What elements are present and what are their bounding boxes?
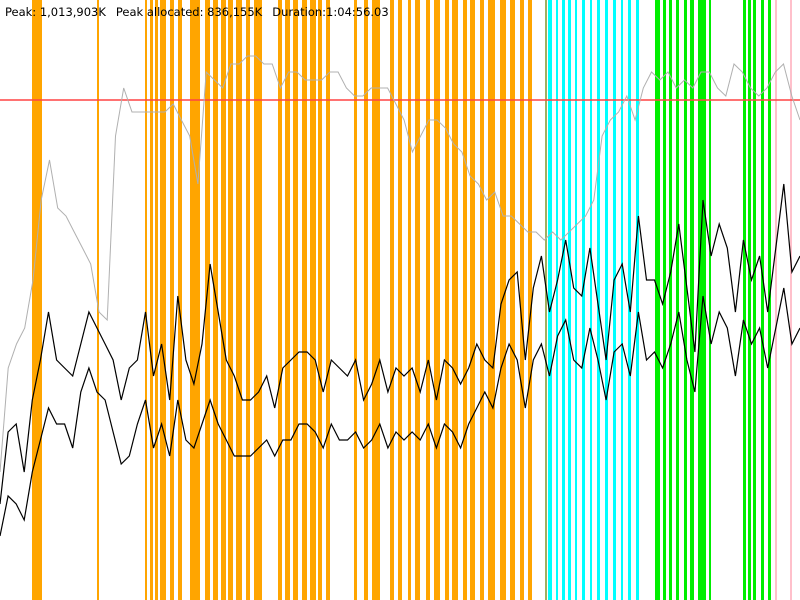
orange-phase-band [178,0,182,600]
orange-phase-band [488,0,495,600]
cyan-phase-band [590,0,592,600]
orange-phase-band [398,0,402,600]
orange-phase-band [326,0,330,600]
olive-phase-band [545,0,547,600]
cyan-phase-band [548,0,552,600]
orange-phase-band [150,0,153,600]
green-phase-band [748,0,751,600]
orange-phase-band [254,0,262,600]
orange-phase-band [145,0,147,600]
orange-phase-band [520,0,524,600]
green-phase-band [753,0,756,600]
orange-phase-band [434,0,440,600]
pink-phase-band [790,0,792,600]
green-phase-band [709,0,711,600]
orange-phase-band [445,0,449,600]
orange-phase-band [278,0,282,600]
green-phase-band [676,0,679,600]
orange-phase-band [32,0,42,600]
green-phase-band [655,0,660,600]
green-phase-band [761,0,764,600]
cyan-phase-band [562,0,565,600]
orange-phase-band [480,0,484,600]
orange-phase-band [463,0,467,600]
green-phase-band [684,0,687,600]
orange-phase-band [426,0,430,600]
cyan-phase-band [568,0,571,600]
orange-phase-band [415,0,420,600]
cyan-phase-band [575,0,577,600]
total-series-line [0,55,800,473]
orange-phase-band [293,0,298,600]
orange-phase-band [372,0,380,600]
series-lines [0,55,800,537]
used-series-line [0,287,800,537]
pink-phase-band [775,0,777,600]
orange-phase-band [318,0,322,600]
orange-phase-band [470,0,475,600]
orange-phase-band [285,0,290,600]
orange-phase-band [246,0,250,600]
orange-phase-band [510,0,515,600]
orange-phase-band [97,0,99,600]
orange-phase-band [236,0,242,600]
orange-phase-band [221,0,226,600]
orange-phase-band [452,0,458,600]
peak-label: Peak: 1,013,903K [5,5,106,19]
cyan-phase-band [628,0,631,600]
cyan-phase-band [621,0,623,600]
allocated-series-line [0,183,800,505]
green-phase-band [698,0,706,600]
green-phase-band [663,0,666,600]
orange-phase-band [528,0,532,600]
green-phase-band [669,0,672,600]
orange-phase-band [390,0,394,600]
duration-label: Duration:1:04:56.03 [272,5,389,19]
cyan-phase-band [582,0,585,600]
cyan-phase-band [597,0,600,600]
cyan-phase-band [605,0,608,600]
orange-phase-band [408,0,411,600]
green-phase-band [743,0,746,600]
peak-allocated-label: Peak allocated: 836,155K [115,5,263,19]
cyan-phase-band [613,0,616,600]
orange-phase-band [310,0,316,600]
orange-phase-band [170,0,174,600]
green-phase-band [690,0,694,600]
orange-phase-band [354,0,357,600]
cyan-phase-band [636,0,639,600]
orange-phase-band [155,0,158,600]
orange-phase-band [190,0,200,600]
phase-bands [32,0,792,600]
orange-phase-band [205,0,210,600]
cyan-phase-band [556,0,558,600]
orange-phase-band [302,0,307,600]
orange-phase-band [213,0,218,600]
orange-phase-band [160,0,166,600]
orange-phase-band [364,0,368,600]
orange-phase-band [228,0,233,600]
stats-header: Peak: 1,013,903K Peak allocated: 836,155K… [5,5,399,19]
orange-phase-band [500,0,506,600]
